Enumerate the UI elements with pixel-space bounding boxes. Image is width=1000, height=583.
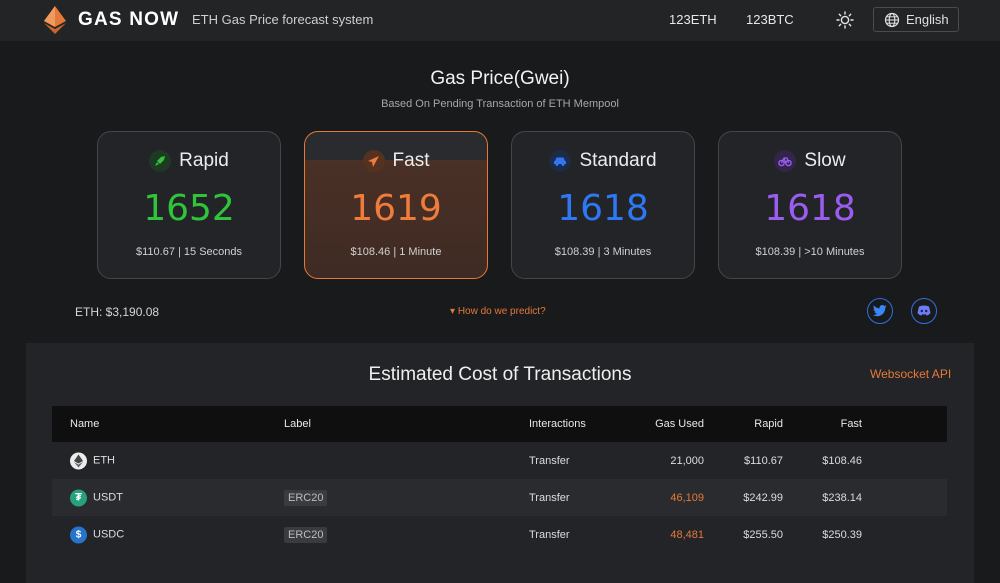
table-row[interactable]: ETH Transfer 21,000 $110.67 $108.46 [52,442,947,479]
erc20-tag: ERC20 [284,526,328,543]
fast-card[interactable]: Fast 1619 $108.46 | 1 Minute [304,131,488,279]
gas-used-value: 21,000 [670,454,704,467]
gas-now-logo-icon[interactable] [44,6,66,34]
standard-card[interactable]: Standard 1618 $108.39 | 3 Minutes [511,131,695,279]
interactions-value: Transfer [529,491,570,504]
eth-price: ETH: $3,190.08 [75,305,160,319]
header-rapid[interactable]: Rapid [754,418,783,430]
interactions-value: Transfer [529,454,570,467]
token-name: USDC [93,528,125,541]
rapid-label: Rapid [179,150,229,171]
header-label[interactable]: Label [284,418,311,430]
token-name: ETH [93,454,115,467]
discord-button[interactable] [911,298,937,324]
rapid-cost-value: $242.99 [743,491,783,504]
table-row[interactable]: $ USDC ERC20 Transfer 48,481 $255.50 $25… [52,516,947,553]
table-row[interactable]: ₮ USDT ERC20 Transfer 46,109 $242.99 $23… [52,479,947,516]
slow-card[interactable]: Slow 1618 $108.39 | >10 Minutes [718,131,902,279]
header-name[interactable]: Name [70,418,100,430]
standard-value: 1618 [557,188,649,229]
globe-icon [884,12,900,27]
language-selector[interactable]: English [873,7,959,32]
rapid-cost-value: $110.67 [744,454,783,467]
how-we-predict-label: How do we predict? [457,306,546,317]
twitter-button[interactable] [867,298,893,324]
gas-price-title: Gas Price(Gwei) [430,68,570,89]
slow-value: 1618 [764,188,856,229]
rapid-value: 1652 [143,188,235,229]
usdt-token-icon: ₮ [70,489,87,506]
websocket-api-link[interactable]: Websocket API [870,367,952,381]
fast-cost: $108.46 | 1 Minute [350,246,442,258]
rocket-icon [149,150,172,172]
fast-cost-value: $250.39 [822,528,862,541]
discord-icon [917,305,931,316]
section-title: Estimated Cost of Transactions [368,364,632,385]
top-bar: GAS NOW ETH Gas Price forecast system 12… [0,0,1000,41]
car-icon [549,150,572,172]
header-fast[interactable]: Fast [840,418,862,430]
slow-cost: $108.39 | >10 Minutes [755,246,865,258]
fast-cost-value: $238.14 [822,491,862,504]
brand-name[interactable]: GAS NOW [78,9,180,30]
rapid-cost: $110.67 | 15 Seconds [135,246,242,258]
caret-down-icon: ▾ [450,306,458,317]
rapid-cost-value: $255.50 [743,528,783,541]
rapid-card[interactable]: Rapid 1652 $110.67 | 15 Seconds [97,131,281,279]
slow-label: Slow [804,150,846,171]
nav-link-123btc[interactable]: 123BTC [746,12,794,27]
fast-cost-value: $108.46 [822,454,862,467]
token-name: USDT [93,491,123,504]
estimated-cost-section: Estimated Cost of Transactions Websocket… [26,343,974,583]
interactions-value: Transfer [529,528,570,541]
standard-label: Standard [579,150,657,171]
usdc-token-icon: $ [70,526,87,543]
standard-cost: $108.39 | 3 Minutes [554,246,652,258]
language-label: English [906,12,949,27]
erc20-tag: ERC20 [284,489,328,506]
nav-link-123eth[interactable]: 123ETH [669,12,717,27]
fast-value: 1619 [350,188,442,229]
fast-label: Fast [392,150,430,171]
bicycle-icon [774,150,797,172]
tagline: ETH Gas Price forecast system [192,12,374,27]
how-we-predict-link[interactable]: ▾ How do we predict? [450,306,546,317]
header-gas-used[interactable]: Gas Used [655,418,704,430]
gas-used-value: 46,109 [670,491,704,504]
gas-used-value: 48,481 [670,528,704,541]
twitter-icon [873,305,887,317]
gas-price-subtitle: Based On Pending Transaction of ETH Memp… [381,98,619,110]
sun-icon[interactable] [836,11,854,29]
eth-token-icon [70,452,87,469]
cost-table: Name Label Interactions Gas Used Rapid F… [52,406,947,553]
airplane-icon [362,150,385,172]
table-header: Name Label Interactions Gas Used Rapid F… [52,406,947,442]
header-interactions[interactable]: Interactions [529,418,586,430]
